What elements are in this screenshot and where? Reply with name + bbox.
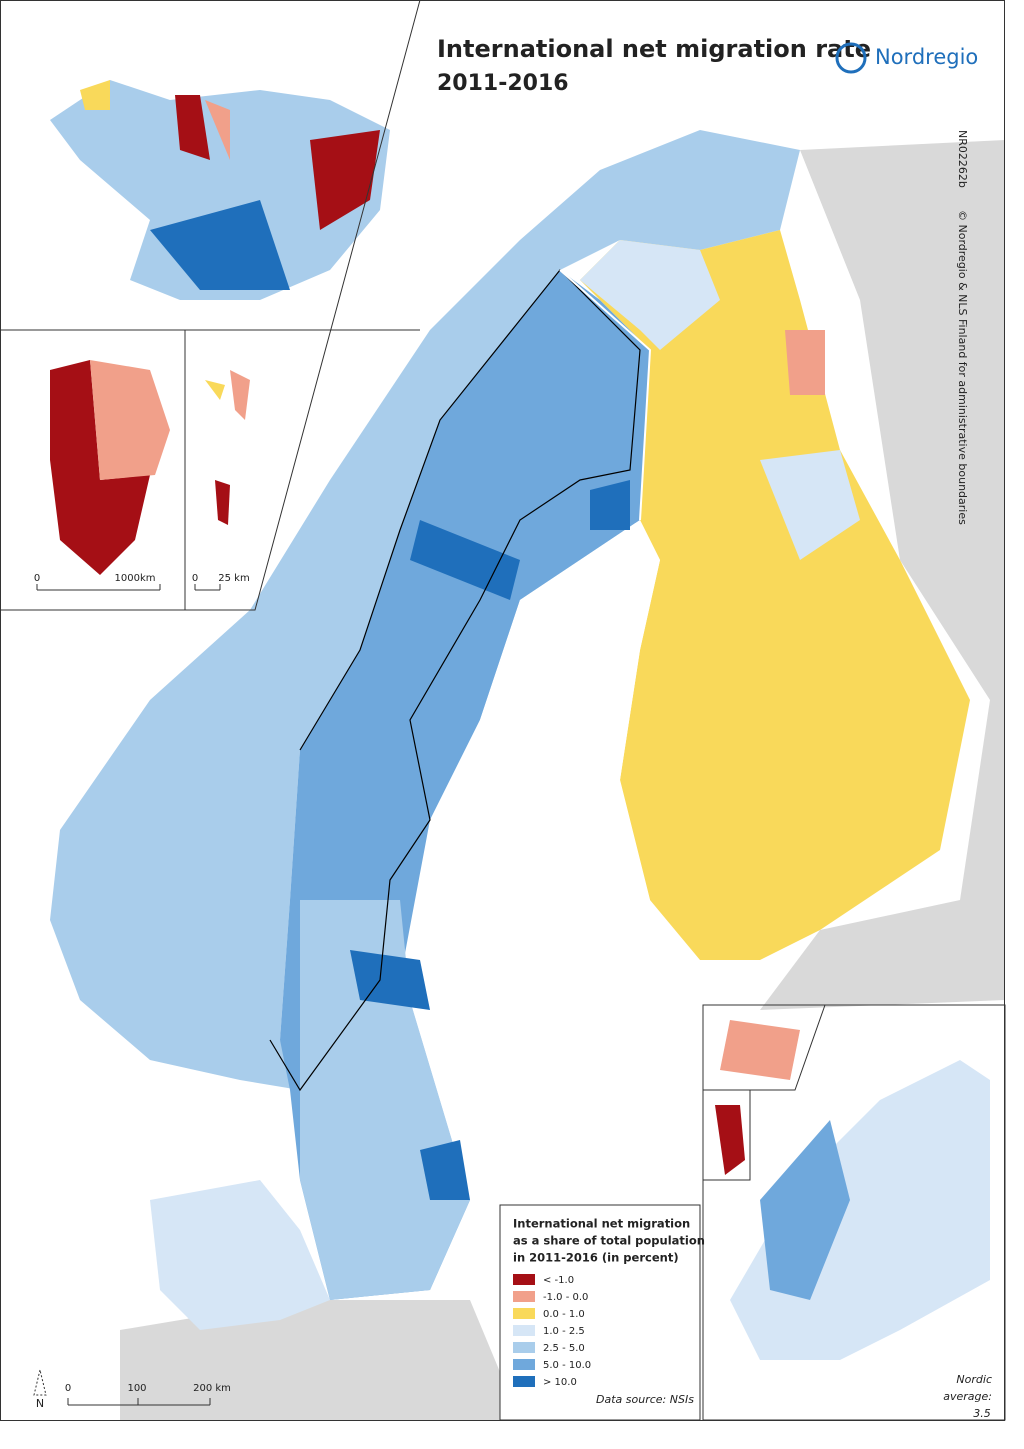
region	[590, 480, 630, 530]
region	[350, 950, 430, 1010]
scale-label: 0	[34, 573, 40, 584]
region	[150, 200, 290, 290]
legend-swatch	[513, 1308, 535, 1319]
baltic-sea	[410, 520, 660, 1200]
region	[175, 95, 210, 160]
legend-label: 2.5 - 5.0	[543, 1343, 585, 1354]
region	[785, 330, 825, 395]
scale-label: 200 km	[193, 1383, 231, 1394]
map-id: NR02262b	[956, 130, 969, 188]
sweden-south	[300, 900, 470, 1300]
russia	[760, 140, 1005, 1010]
legend-title: International net migration	[513, 1217, 690, 1231]
faroe	[230, 370, 250, 420]
avg-iceland	[720, 1020, 800, 1080]
scale-label: 0	[192, 573, 198, 584]
data-source: Data source: NSIs	[596, 1393, 694, 1406]
region	[420, 1140, 470, 1200]
region	[310, 130, 380, 230]
national-border	[559, 269, 652, 521]
logo-icon	[835, 42, 867, 74]
average-label: average:	[943, 1390, 992, 1403]
finland-north	[580, 240, 720, 350]
logo-text: Nordregio	[875, 45, 978, 69]
subtitle: 2011-2016	[437, 71, 569, 96]
scale-label: 25 km	[218, 573, 249, 584]
north-label: N	[36, 1397, 44, 1410]
greenland-east	[90, 360, 170, 480]
legend-label: 1.0 - 2.5	[543, 1326, 585, 1337]
average-value: 3.5	[973, 1407, 991, 1420]
faroe	[205, 380, 225, 400]
iceland	[50, 80, 390, 300]
average-label: Nordic	[956, 1373, 992, 1386]
scale-bar	[36, 584, 161, 591]
map-frame	[0, 0, 1005, 1421]
germany-poland	[120, 1300, 520, 1420]
region	[205, 100, 230, 160]
inset-frame	[703, 1004, 826, 1181]
legend-swatch	[513, 1325, 535, 1336]
legend-label: < -1.0	[543, 1275, 574, 1286]
legend-label: -1.0 - 0.0	[543, 1292, 588, 1303]
scale-bar	[194, 584, 221, 591]
north-arrow	[33, 1369, 47, 1396]
avg-greenland	[715, 1105, 745, 1175]
scale-label: 100	[127, 1383, 146, 1394]
finland-mid	[760, 450, 860, 560]
national-border	[269, 269, 641, 1092]
copyright: © Nordregio & NLS Finland for administra…	[956, 210, 969, 525]
legend-label: > 10.0	[543, 1377, 577, 1388]
scale-label: 1000km	[115, 573, 156, 584]
legend-swatch	[513, 1274, 535, 1285]
scale-bar	[67, 1398, 211, 1406]
legend-title: as a share of total population	[513, 1234, 705, 1248]
legend-label: 0.0 - 1.0	[543, 1309, 585, 1320]
avg-sweden	[760, 1120, 850, 1300]
legend-label: 5.0 - 10.0	[543, 1360, 591, 1371]
region	[80, 80, 110, 110]
title: International net migration rate	[437, 35, 871, 63]
finland	[580, 230, 970, 960]
greenland	[50, 360, 150, 575]
legend-swatch	[513, 1342, 535, 1353]
region	[410, 520, 520, 600]
inset-frame	[0, 0, 421, 611]
denmark	[150, 1180, 330, 1330]
legend-swatch	[513, 1359, 535, 1370]
scale-label: 0	[65, 1383, 71, 1394]
legend-swatch	[513, 1291, 535, 1302]
norway	[50, 130, 800, 1090]
faroe	[215, 480, 230, 525]
legend-title: in 2011-2016 (in percent)	[513, 1251, 679, 1265]
legend-items: < -1.0 -1.0 - 0.0 0.0 - 1.0 1.0 - 2.5 2.5 - …	[513, 1274, 591, 1388]
legend-swatch	[513, 1376, 535, 1387]
